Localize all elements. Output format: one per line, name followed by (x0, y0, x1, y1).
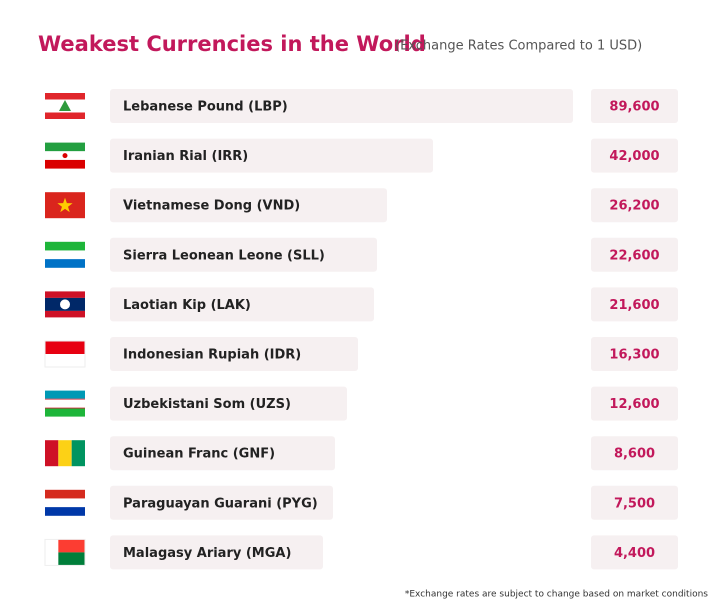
flag-stripe (45, 112, 85, 119)
exchange-rate: 7,500 (614, 496, 655, 511)
label-background (110, 138, 433, 173)
flag-stripe (45, 498, 85, 508)
exchange-rate: 89,600 (609, 100, 659, 115)
flag-stripe (45, 341, 85, 354)
label-background (110, 89, 573, 123)
flag-emblem (60, 299, 70, 310)
rate-background (591, 237, 678, 272)
flag-stripe (45, 489, 85, 499)
currency-name: Guinean Franc (GNF) (123, 447, 275, 462)
flag-stripe (45, 159, 85, 169)
currency-name: Iranian Rial (IRR) (123, 149, 248, 164)
currency-name: Lebanese Pound (LBP) (123, 100, 288, 115)
flag-emblem (59, 100, 71, 111)
flag (45, 93, 85, 119)
flag-stripe (45, 390, 85, 399)
label-background (110, 535, 323, 570)
row: Sierra Leonean Leone (SLL) 22,600 (45, 237, 678, 272)
currency-name: Sierra Leonean Leone (SLL) (123, 248, 325, 263)
exchange-rate: 16,300 (609, 348, 659, 363)
flag-stripe (45, 142, 85, 152)
flag-stripe (45, 310, 85, 318)
row: Uzbekistani Som (UZS) 12,600 (45, 386, 678, 421)
rate-background (591, 287, 678, 322)
flag-emblem (62, 153, 68, 159)
flag (45, 440, 85, 467)
row: Guinean Franc (GNF) 8,600 (45, 436, 678, 471)
currency-name: Laotian Kip (LAK) (123, 298, 251, 313)
flag-stripe (45, 407, 85, 409)
flag-stripe (45, 250, 85, 260)
row: Malagasy Ariary (MGA) 4,400 (44, 535, 678, 570)
flag-stripe (45, 241, 85, 251)
row: Laotian Kip (LAK) 21,600 (45, 287, 678, 322)
flag (45, 192, 85, 219)
label-background (110, 337, 358, 371)
flag (45, 390, 85, 417)
flag (44, 340, 86, 368)
currency-name: Paraguayan Guarani (PYG) (123, 496, 318, 511)
label-background (110, 237, 377, 272)
label-background (110, 188, 387, 223)
label-background (110, 436, 335, 471)
rate-background (591, 436, 678, 471)
flag (45, 142, 85, 169)
flag-stripe (58, 440, 72, 467)
exchange-rate: 12,600 (609, 397, 659, 412)
rate-background (591, 337, 678, 371)
rate-background (591, 386, 678, 421)
label-background (110, 287, 374, 322)
flag-stripe (45, 93, 85, 100)
row: Paraguayan Guarani (PYG) 7,500 (45, 485, 678, 520)
flag-stripe (45, 507, 85, 516)
flag (45, 489, 85, 516)
rate-background (591, 535, 678, 570)
exchange-rate: 22,600 (609, 248, 659, 263)
label-background (110, 485, 333, 520)
flag-border (44, 340, 86, 368)
flag-star (57, 197, 73, 213)
flag-stripe (45, 291, 85, 298)
currency-name: Uzbekistani Som (UZS) (123, 397, 291, 412)
row: Lebanese Pound (LBP) 89,600 (45, 89, 678, 123)
flag (45, 241, 85, 268)
exchange-rate: 4,400 (614, 546, 655, 561)
flag-stripe (45, 399, 85, 408)
footnote: *Exchange rates are subject to change ba… (405, 590, 708, 600)
exchange-rate: 8,600 (614, 447, 655, 462)
flag-stripe (45, 539, 59, 566)
flag-stripe (45, 398, 85, 400)
rate-background (591, 485, 678, 520)
exchange-rate: 26,200 (609, 199, 659, 214)
subtitle: (Exchange Rates Compared to 1 USD) (395, 39, 642, 54)
rate-background (591, 188, 678, 223)
flag-stripe (45, 408, 85, 417)
currency-name: Malagasy Ariary (MGA) (123, 546, 291, 561)
flag-border (44, 538, 86, 566)
flag (44, 538, 86, 566)
exchange-rate: 21,600 (609, 298, 659, 313)
currency-name: Indonesian Rupiah (IDR) (123, 348, 301, 363)
flag-stripe (45, 440, 59, 467)
row: Indonesian Rupiah (IDR) 16,300 (44, 337, 678, 371)
rate-background (591, 89, 678, 123)
flag-stripe (45, 354, 85, 367)
row: Vietnamese Dong (VND) 26,200 (45, 188, 678, 223)
row: Iranian Rial (IRR) 42,000 (45, 138, 678, 173)
rate-background (591, 138, 678, 173)
label-background (110, 386, 347, 421)
currency-name: Vietnamese Dong (VND) (123, 199, 300, 214)
flag (45, 291, 85, 318)
title: Weakest Currencies in the World (38, 32, 426, 56)
rows: Lebanese Pound (LBP) 89,600 Iranian Rial (… (44, 89, 678, 570)
flag-stripe (45, 259, 85, 268)
exchange-rate: 42,000 (609, 149, 659, 164)
flag-stripe (71, 440, 85, 467)
